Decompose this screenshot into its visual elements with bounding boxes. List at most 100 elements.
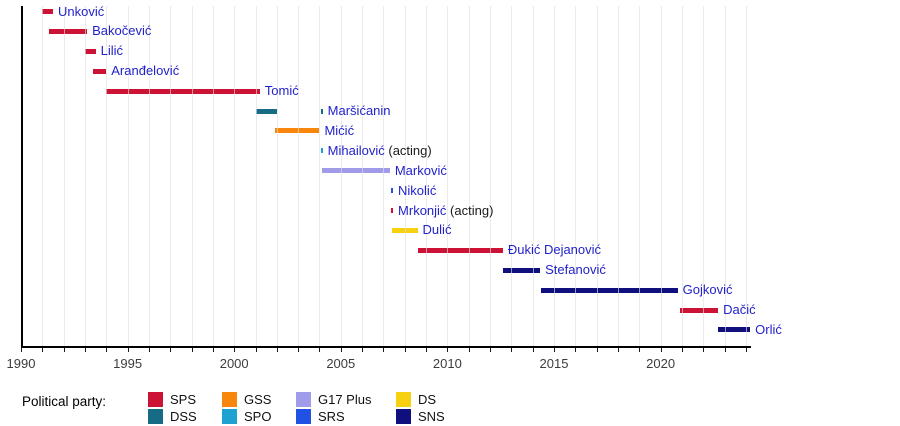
- person-label[interactable]: Orlić: [755, 321, 782, 337]
- person-label[interactable]: Mihailović (acting): [327, 142, 432, 158]
- term-bar: [541, 287, 678, 293]
- axis-tick: [234, 348, 236, 352]
- person-name[interactable]: Maršićanin: [327, 103, 391, 118]
- term-bar: [106, 88, 260, 94]
- person-name[interactable]: Mićić: [324, 122, 355, 138]
- axis-tick-label: 2010: [432, 356, 462, 371]
- person-name[interactable]: Unković: [57, 3, 105, 19]
- legend-label: GSS: [244, 392, 272, 407]
- person-name[interactable]: Stefanović: [545, 262, 606, 278]
- person-name[interactable]: Aranđelović: [111, 63, 180, 79]
- person-name[interactable]: Orlić: [755, 321, 782, 337]
- axis-tick: [745, 348, 747, 352]
- year-gridline: [383, 6, 385, 346]
- person-name[interactable]: Lilić: [100, 43, 124, 59]
- legend-swatch: [396, 392, 411, 407]
- legend-swatch: [296, 392, 311, 407]
- year-gridline: [575, 6, 577, 346]
- person-label[interactable]: Gojković: [683, 283, 733, 297]
- person-label[interactable]: Dulić: [423, 223, 452, 237]
- legend-label: SNS: [418, 409, 445, 424]
- legend-swatch: [222, 392, 237, 407]
- person-name[interactable]: Đukić Dejanović: [507, 242, 602, 258]
- year-gridline: [276, 6, 278, 346]
- year-gridline: [532, 6, 534, 346]
- legend-swatch: [148, 392, 163, 407]
- axis-tick: [468, 348, 470, 352]
- axis-tick: [340, 348, 342, 352]
- person-label[interactable]: Tomić: [265, 84, 299, 98]
- person-label[interactable]: Maršićanin: [328, 104, 391, 118]
- axis-tick: [63, 348, 65, 352]
- person-label[interactable]: Aranđelović: [111, 64, 179, 78]
- year-gridline: [468, 6, 470, 346]
- axis-tick: [554, 348, 555, 352]
- year-gridline: [617, 6, 619, 346]
- term-bar: [390, 208, 394, 213]
- year-gridline: [319, 6, 321, 346]
- person-name[interactable]: Bakočević: [92, 23, 152, 39]
- year-gridline: [191, 6, 193, 346]
- person-label[interactable]: Mićić: [324, 122, 355, 138]
- person-label[interactable]: Marković: [394, 162, 447, 178]
- axis-tick: [127, 348, 129, 352]
- year-gridline: [447, 6, 449, 346]
- axis-tick: [383, 348, 385, 352]
- person-label[interactable]: Mrkonjić (acting): [398, 202, 493, 218]
- axis-tick-label: 2020: [646, 356, 676, 371]
- year-gridline: [84, 6, 86, 346]
- axis-tick-label: 1990: [6, 356, 36, 371]
- person-name[interactable]: Marković: [394, 162, 447, 178]
- term-bar: [320, 148, 323, 154]
- person-label[interactable]: Lilić: [101, 44, 123, 58]
- person-label[interactable]: Bakočević: [92, 24, 151, 38]
- term-bar: [320, 108, 323, 114]
- person-name[interactable]: Mrkonjić: [398, 202, 447, 218]
- axis-tick: [639, 348, 641, 352]
- person-name[interactable]: Mihailović: [327, 142, 385, 158]
- axis-tick: [575, 348, 577, 352]
- legend-label: SRS: [318, 409, 345, 424]
- year-gridline: [127, 6, 129, 346]
- person-name[interactable]: Tomić: [264, 83, 299, 99]
- axis-tick: [532, 348, 534, 352]
- person-label[interactable]: Dačić: [723, 303, 756, 317]
- year-gridline: [255, 6, 257, 346]
- axis-tick: [106, 348, 108, 352]
- year-gridline: [426, 6, 428, 346]
- person-label[interactable]: Stefanović: [545, 263, 606, 277]
- term-bar: [84, 48, 96, 54]
- axis-tick-label: 2000: [219, 356, 249, 371]
- term-bar: [391, 227, 418, 233]
- term-bar: [679, 307, 719, 313]
- term-bar: [274, 128, 320, 134]
- person-label[interactable]: Nikolić: [398, 182, 437, 198]
- year-gridline: [511, 6, 513, 346]
- year-gridline: [554, 6, 555, 346]
- person-name[interactable]: Nikolić: [398, 182, 437, 198]
- axis-tick: [191, 348, 193, 352]
- person-label[interactable]: Unković: [57, 3, 105, 19]
- person-name[interactable]: Dačić: [723, 302, 756, 317]
- term-bar: [48, 28, 88, 34]
- axis-tick: [596, 348, 598, 352]
- year-gridline: [596, 6, 598, 346]
- person-name[interactable]: Dulić: [422, 222, 452, 238]
- legend-label: SPO: [244, 409, 272, 424]
- axis-tick: [511, 348, 513, 352]
- term-bar: [417, 247, 503, 253]
- term-bar: [390, 188, 394, 194]
- legend-swatch: [222, 409, 237, 424]
- year-gridline: [490, 6, 492, 346]
- year-gridline: [170, 6, 172, 346]
- acting-suffix: (acting): [384, 142, 432, 158]
- year-gridline: [639, 6, 641, 346]
- axis-tick: [681, 348, 683, 352]
- person-name[interactable]: Gojković: [682, 282, 733, 298]
- person-label[interactable]: Đukić Dejanović: [508, 243, 601, 257]
- year-gridline: [340, 6, 342, 346]
- y-axis-line: [21, 6, 23, 347]
- year-gridline: [362, 6, 364, 346]
- legend-label: DS: [418, 392, 437, 407]
